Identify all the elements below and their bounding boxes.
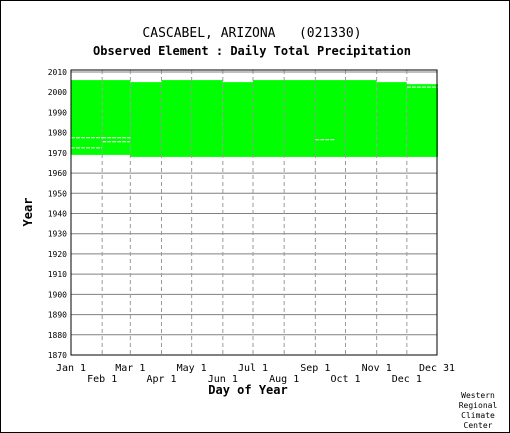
- x-tick-label: Jul 1: [238, 363, 268, 374]
- coverage-block: [102, 80, 131, 155]
- y-tick-label: 1980: [48, 129, 67, 138]
- coverage-block: [130, 82, 162, 157]
- x-tick-label: Mar 1: [115, 363, 145, 374]
- x-tick-labels: Jan 1 Mar 1 May 1 Jul 1 Sep 1 Nov 1 Dec 31 Feb …: [56, 363, 455, 385]
- credit-line-2: Regional: [459, 401, 498, 410]
- y-tick-label: 1890: [48, 311, 67, 320]
- y-tick-label: 2000: [48, 88, 67, 97]
- chart-subtitle: Observed Element : Daily Total Precipita…: [93, 44, 411, 58]
- x-tick-label: Dec 31: [419, 363, 455, 374]
- y-tick-label: 1900: [48, 290, 67, 299]
- y-tick-label: 2010: [48, 68, 67, 77]
- x-tick-label: Jan 1: [56, 363, 86, 374]
- y-tick-label: 1920: [48, 250, 67, 259]
- x-tick-label: Jun 1: [208, 374, 238, 385]
- x-tick-label: Apr 1: [146, 374, 176, 385]
- plot-border: [70, 69, 438, 356]
- data-layer: [71, 80, 439, 157]
- coverage-block: [222, 82, 253, 157]
- credit-line-3: Climate: [461, 411, 495, 420]
- coverage-block: [376, 82, 407, 157]
- credit-line-4: Center: [464, 421, 493, 430]
- x-tick-label: Feb 1: [87, 374, 117, 385]
- x-tick-label: Sep 1: [300, 363, 330, 374]
- vertical-grid-layer: [101, 70, 408, 355]
- credit-block: Western Regional Climate Center: [459, 391, 498, 430]
- y-tick-label: 1960: [48, 169, 67, 178]
- x-tick-label: Dec 1: [392, 374, 422, 385]
- x-tick-label: May 1: [177, 363, 207, 374]
- x-tick-label: Oct 1: [330, 374, 360, 385]
- coverage-block: [252, 80, 377, 157]
- chart-title: CASCABEL, ARIZONA (021330): [142, 26, 361, 41]
- coverage-block: [406, 84, 439, 157]
- y-tick-label: 1870: [48, 351, 67, 360]
- x-tick-label: Aug 1: [269, 374, 299, 385]
- y-tick-label: 1970: [48, 149, 67, 158]
- y-tick-label: 1940: [48, 210, 67, 219]
- coverage-block: [71, 80, 103, 155]
- y-tick-label: 1950: [48, 189, 67, 198]
- y-tick-labels: 2010 2000 1990 1980 1970 1960 1950 1940 1930 1920…: [48, 68, 67, 360]
- y-axis-label: Year: [21, 198, 35, 227]
- x-axis-label: Day of Year: [208, 383, 287, 397]
- y-tick-label: 1930: [48, 230, 67, 239]
- x-tick-label: Nov 1: [362, 363, 392, 374]
- credit-line-1: Western: [461, 391, 495, 400]
- coverage-block: [161, 80, 223, 157]
- y-tick-label: 1910: [48, 270, 67, 279]
- y-tick-label: 1880: [48, 331, 67, 340]
- y-tick-label: 1990: [48, 108, 67, 117]
